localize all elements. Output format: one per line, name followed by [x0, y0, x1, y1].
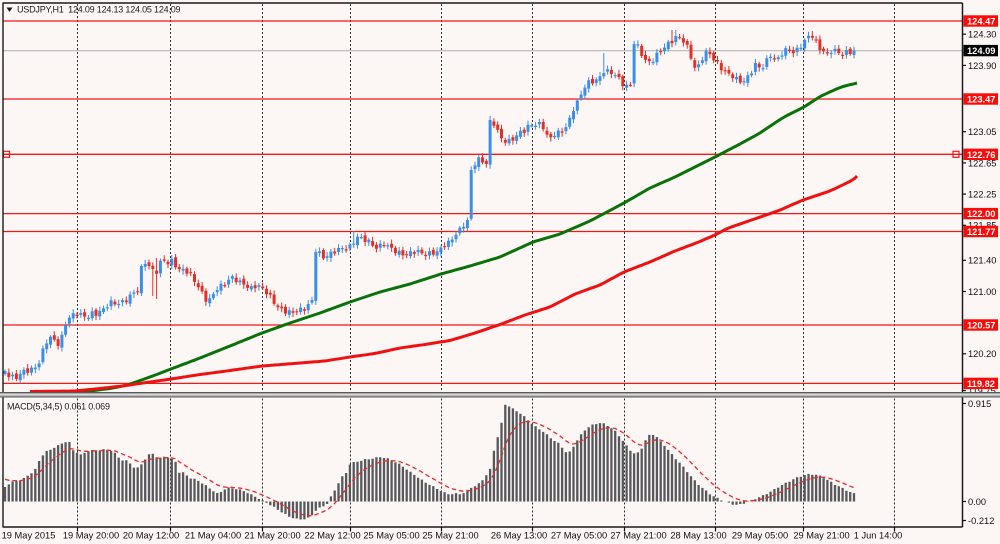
svg-text:21 May 20:00: 21 May 20:00: [244, 531, 300, 541]
svg-text:-0.212: -0.212: [968, 516, 994, 526]
svg-text:121.85: 121.85: [968, 221, 996, 231]
svg-text:124.47: 124.47: [967, 17, 995, 27]
svg-text:124.09: 124.09: [967, 46, 995, 56]
svg-text:122.65: 122.65: [968, 158, 996, 168]
svg-text:27 May 05:00: 27 May 05:00: [551, 531, 607, 541]
svg-text:27 May 21:00: 27 May 21:00: [610, 531, 666, 541]
svg-text:123.90: 123.90: [968, 61, 996, 71]
svg-text:MACD(5,34,5) 0.061 0.069: MACD(5,34,5) 0.061 0.069: [7, 402, 110, 412]
svg-text:120.57: 120.57: [967, 321, 995, 331]
svg-text:121.40: 121.40: [968, 256, 996, 266]
svg-text:26 May 13:00: 26 May 13:00: [491, 531, 547, 541]
svg-text:25 May 05:00: 25 May 05:00: [363, 531, 419, 541]
svg-text:122.25: 122.25: [968, 190, 996, 200]
svg-text:121.00: 121.00: [968, 287, 996, 297]
svg-text:122.76: 122.76: [967, 150, 995, 160]
svg-text:122.00: 122.00: [967, 209, 995, 219]
svg-text:119.75: 119.75: [968, 386, 996, 396]
svg-text:29 May 21:00: 29 May 21:00: [793, 531, 849, 541]
svg-text:25 May 21:00: 25 May 21:00: [422, 531, 478, 541]
svg-text:123.05: 123.05: [968, 127, 996, 137]
svg-text:119.82: 119.82: [967, 379, 995, 389]
svg-text:124.30: 124.30: [968, 30, 996, 40]
svg-text:123.47: 123.47: [967, 95, 995, 105]
svg-text:28 May 13:00: 28 May 13:00: [670, 531, 726, 541]
svg-text:0.00: 0.00: [968, 497, 986, 507]
svg-text:1 Jun 14:00: 1 Jun 14:00: [854, 531, 903, 541]
svg-text:0.915: 0.915: [968, 399, 991, 409]
svg-text:19 May 20:00: 19 May 20:00: [63, 531, 119, 541]
svg-text:19 May 2015: 19 May 2015: [2, 531, 56, 541]
svg-text:USDJPY,H1 124.09 124.13 124.0: USDJPY,H1 124.09 124.13 124.05 124.09: [17, 5, 181, 15]
svg-text:21 May 04:00: 21 May 04:00: [185, 531, 241, 541]
svg-text:29 May 05:00: 29 May 05:00: [732, 531, 788, 541]
svg-text:120.20: 120.20: [968, 349, 996, 359]
svg-text:22 May 12:00: 22 May 12:00: [304, 531, 360, 541]
svg-text:20 May 12:00: 20 May 12:00: [123, 531, 179, 541]
svg-text:121.77: 121.77: [967, 227, 995, 237]
